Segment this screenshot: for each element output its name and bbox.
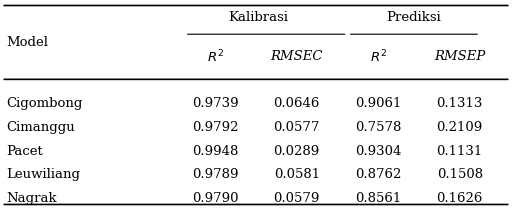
Text: 0.0577: 0.0577 [273, 121, 320, 134]
Text: Prediksi: Prediksi [387, 11, 441, 24]
Text: 0.9790: 0.9790 [192, 192, 239, 205]
Text: 0.8561: 0.8561 [355, 192, 401, 205]
Text: 0.2109: 0.2109 [437, 121, 483, 134]
Text: Cigombong: Cigombong [7, 98, 83, 110]
Text: 0.8762: 0.8762 [355, 168, 401, 181]
Text: Cimanggu: Cimanggu [7, 121, 75, 134]
Text: Model: Model [7, 36, 49, 49]
Text: 0.9739: 0.9739 [192, 98, 239, 110]
Text: 0.0289: 0.0289 [273, 145, 320, 158]
Text: 0.0646: 0.0646 [273, 98, 320, 110]
Text: 0.1626: 0.1626 [437, 192, 483, 205]
Text: 0.0581: 0.0581 [274, 168, 320, 181]
Text: 0.7578: 0.7578 [355, 121, 401, 134]
Text: 0.9792: 0.9792 [192, 121, 239, 134]
Text: 0.9789: 0.9789 [192, 168, 239, 181]
Text: $R^2$: $R^2$ [370, 48, 387, 65]
Text: Pacet: Pacet [7, 145, 43, 158]
Text: 0.9061: 0.9061 [355, 98, 401, 110]
Text: 0.9948: 0.9948 [192, 145, 239, 158]
Text: Leuwiliang: Leuwiliang [7, 168, 80, 181]
Text: RMSEP: RMSEP [434, 50, 485, 63]
Text: Kalibrasi: Kalibrasi [228, 11, 289, 24]
Text: 0.1131: 0.1131 [437, 145, 483, 158]
Text: 0.9304: 0.9304 [355, 145, 401, 158]
Text: 0.1313: 0.1313 [437, 98, 483, 110]
Text: 0.1508: 0.1508 [437, 168, 483, 181]
Text: Nagrak: Nagrak [7, 192, 57, 205]
Text: 0.0579: 0.0579 [273, 192, 320, 205]
Text: RMSEC: RMSEC [270, 50, 323, 63]
Text: $R^2$: $R^2$ [207, 48, 224, 65]
